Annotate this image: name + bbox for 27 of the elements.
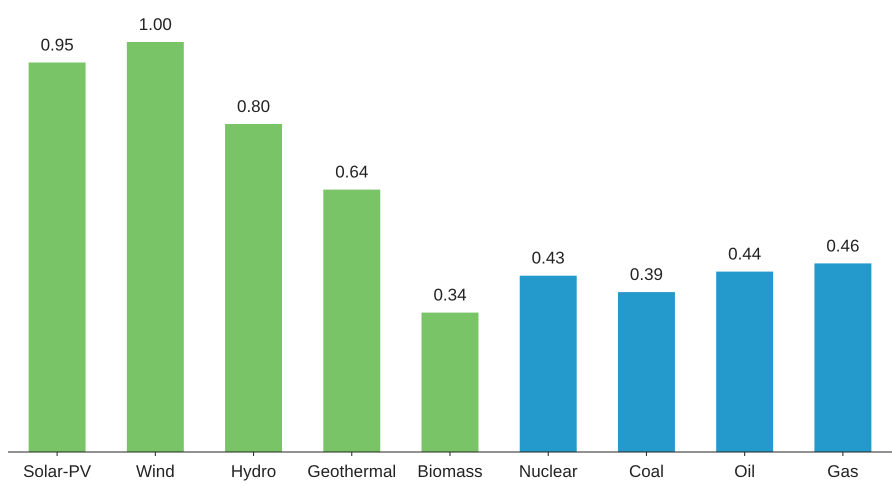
x-tick-label: Gas [827,462,858,481]
x-tick-label: Wind [136,462,175,481]
bar [618,292,675,452]
bar [716,272,774,452]
x-tick-label: Biomass [417,462,483,481]
x-tick-label: Coal [628,462,664,481]
bar [323,190,380,452]
data-label: 0.64 [335,162,368,182]
bar [126,42,184,452]
bar [520,276,577,452]
bar [422,312,478,452]
data-label: 0.95 [40,36,74,54]
data-label: 0.43 [532,248,565,268]
data-label: 0.34 [433,286,467,305]
data-label: 0.44 [728,244,762,264]
bar [225,124,282,452]
x-tick-label: Solar-PV [23,462,92,481]
data-label: 1.00 [138,15,172,34]
bar [28,62,86,452]
bar [814,263,872,452]
x-tick-label: Nuclear [518,462,578,481]
x-tick-label: Hydro [230,462,276,481]
data-label: 0.39 [630,265,663,284]
data-label: 0.46 [826,236,860,256]
x-tick-label: Oil [734,462,756,481]
data-label: 0.80 [237,97,270,116]
x-tick-label: Geothermal [307,462,396,481]
